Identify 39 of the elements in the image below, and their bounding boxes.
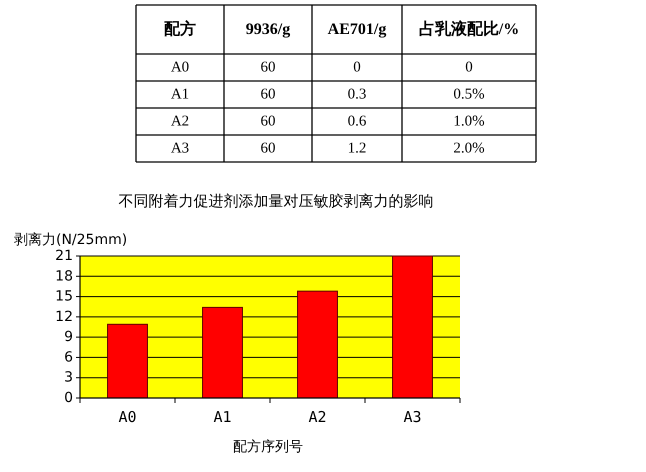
y-tick-label: 15 [55, 288, 73, 305]
y-tick-label: 0 [64, 390, 73, 406]
bar [202, 306, 243, 398]
y-tick-label: 6 [64, 349, 74, 366]
chart-title: 不同附着力促进剂添加量对压敏胶剥离力的影响 [118, 192, 434, 210]
y-tick-label: 3 [64, 370, 73, 386]
category-label: 9936/g [246, 21, 290, 38]
text: 0 [353, 60, 361, 76]
bar [392, 256, 433, 398]
x-tick-label: A2 [308, 408, 327, 426]
text: 60 [260, 86, 276, 102]
y-tick-label: 12 [55, 308, 73, 325]
text: 60 [260, 140, 276, 156]
text: 1.0% [453, 114, 485, 130]
y-tick-label: 9 [64, 329, 73, 346]
category-label: A3 [170, 140, 190, 156]
text: 60 [260, 114, 276, 130]
text: 配方 [164, 19, 196, 38]
text: 0.5% [453, 86, 485, 102]
x-tick-label: A0 [118, 408, 137, 426]
text: 1.2 [348, 140, 366, 156]
text: 2.0% [453, 140, 485, 156]
bar [297, 290, 338, 398]
y-tick-label: 18 [55, 268, 73, 284]
y-axis-title: 剥离力(N/25mm) [14, 232, 128, 248]
x-tick-label: A1 [213, 408, 232, 426]
category-label: AE701/g [328, 21, 386, 38]
bar [107, 324, 148, 398]
text: 0.6 [348, 114, 366, 130]
x-axis-title: 配方序列号 [233, 439, 303, 455]
category-label: A0 [170, 60, 190, 76]
category-label: 占乳液配比/% [418, 20, 520, 38]
category-label: A2 [170, 114, 190, 130]
x-tick-label: A3 [403, 408, 422, 426]
text: 0 [465, 60, 473, 76]
text: 0.3 [348, 86, 366, 102]
category-label: A1 [170, 86, 190, 102]
text: 60 [260, 60, 276, 76]
y-tick-label: 21 [55, 248, 73, 264]
